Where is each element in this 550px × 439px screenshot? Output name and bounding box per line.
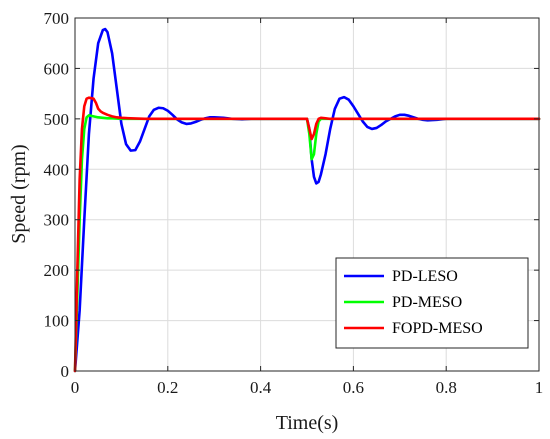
x-axis-label: Time(s) bbox=[276, 412, 339, 434]
tick-labels: 0 0.2 0.4 0.6 0.8 1 0 100 200 300 400 500 600 700 bbox=[44, 9, 544, 397]
series-layer bbox=[73, 27, 541, 373]
y-tick-label: 100 bbox=[44, 312, 70, 331]
axis-ticks bbox=[74, 17, 540, 372]
legend: PD-LESO PD-MESO FOPD-MESO bbox=[335, 257, 529, 349]
x-tick-label: 1 bbox=[535, 378, 544, 397]
legend-label-fopd-meso: FOPD-MESO bbox=[392, 320, 483, 337]
legend-label-pd-meso: PD-MESO bbox=[392, 294, 462, 311]
x-tick-label: 0.8 bbox=[436, 378, 457, 397]
x-tick-label: 0.6 bbox=[343, 378, 364, 397]
y-tick-label: 400 bbox=[44, 160, 70, 179]
y-tick-label: 300 bbox=[44, 211, 70, 230]
y-tick-label: 700 bbox=[44, 9, 70, 28]
series-line-fopd-meso bbox=[73, 96, 541, 373]
plot-frame bbox=[74, 17, 540, 372]
y-tick-label: 0 bbox=[61, 362, 70, 381]
legend-label-pd-leso: PD-LESO bbox=[392, 268, 458, 285]
x-tick-label: 0.2 bbox=[157, 378, 178, 397]
y-axis-label: Speed (rpm) bbox=[8, 144, 30, 243]
x-tick-label: 0.4 bbox=[250, 378, 272, 397]
y-tick-label: 600 bbox=[44, 59, 70, 78]
y-tick-label: 200 bbox=[44, 261, 70, 280]
x-tick-label: 0 bbox=[71, 378, 80, 397]
y-tick-label: 500 bbox=[44, 110, 70, 129]
